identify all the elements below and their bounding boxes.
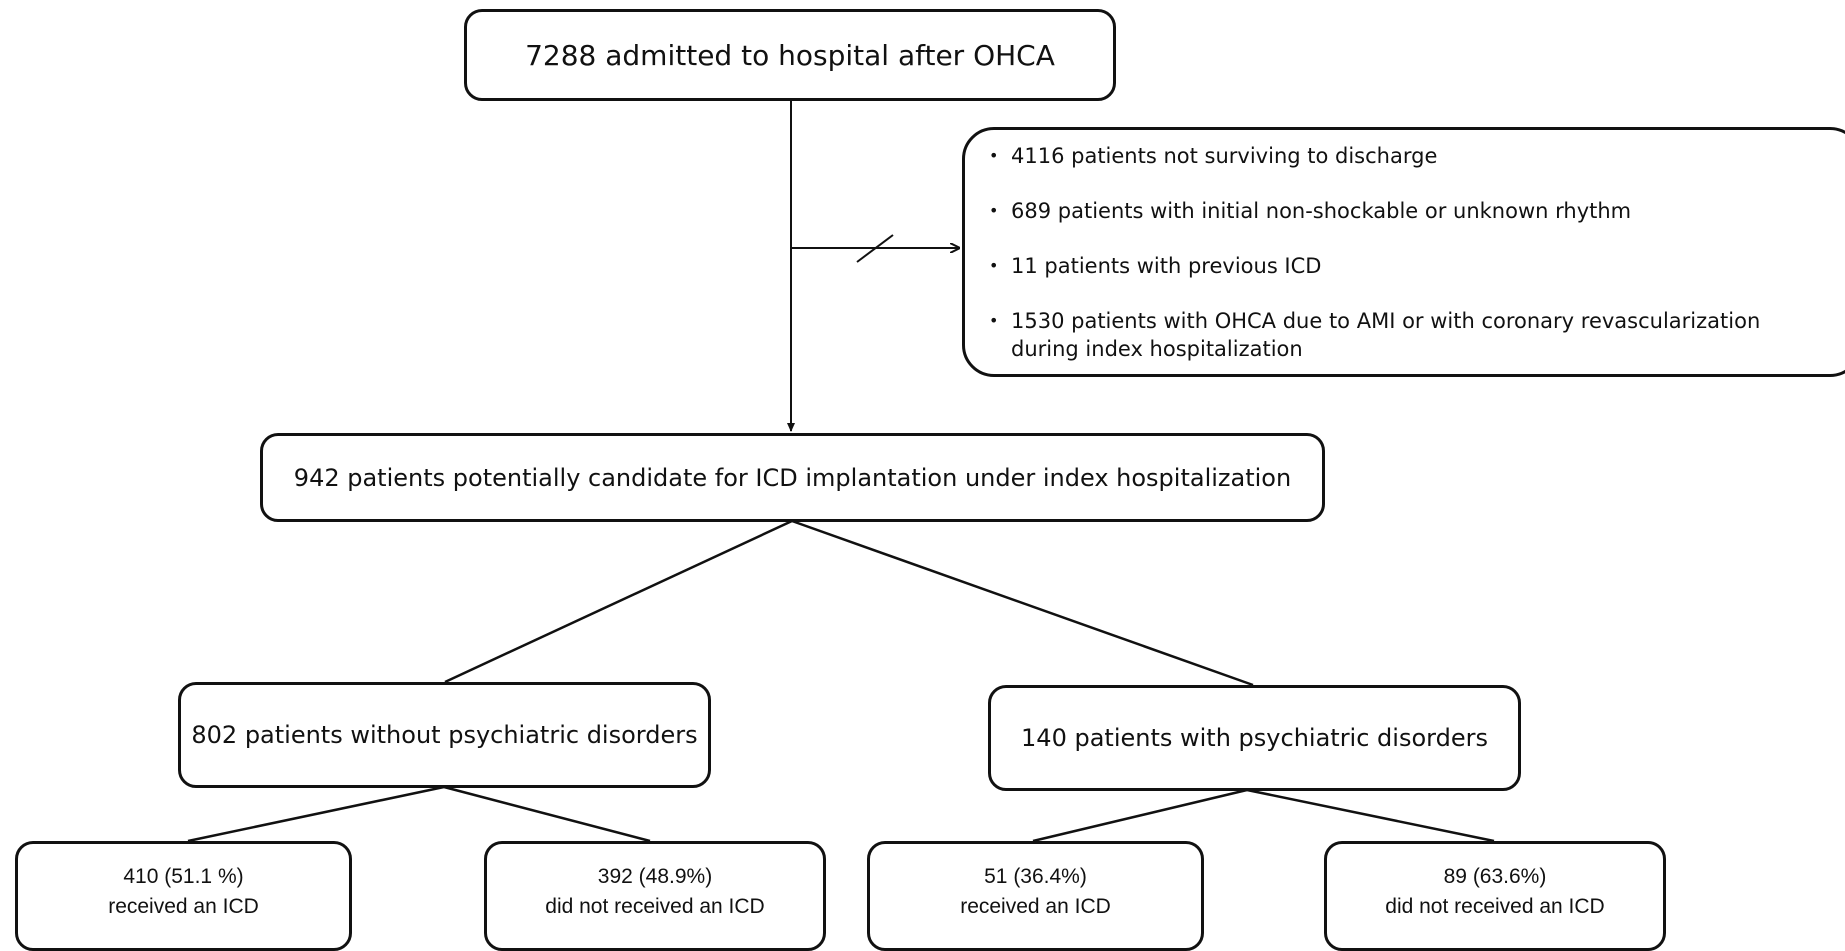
outcome: 392 (48.9%) did not received an ICD (484, 841, 826, 951)
node-label: 7288 admitted to hospital after OHCA (525, 38, 1055, 72)
outcome-label: received an ICD (108, 895, 259, 918)
branch-line (187, 785, 445, 843)
outcome-count: 392 (48.9%) (597, 865, 713, 888)
exclusion-item: 689 patients with initial non-shockable … (989, 197, 1839, 225)
branch-line (791, 519, 1254, 687)
outcome-count: 51 (36.4%) (984, 865, 1087, 888)
exclusion-item: 4116 patients not surviving to discharge (989, 142, 1839, 170)
branch-line (1032, 788, 1248, 843)
exclusion-box: 4116 patients not surviving to discharge… (962, 127, 1845, 377)
outcome-label: did not received an ICD (1385, 895, 1605, 918)
slash (856, 234, 894, 263)
node-label: 802 patients without psychiatric disorde… (191, 721, 698, 749)
outcome: 51 (36.4%) received an ICD (867, 841, 1204, 951)
exclusion-item: 11 patients with previous ICD (989, 252, 1839, 280)
node: 942 patients potentially candidate for I… (260, 433, 1325, 522)
exclusion-item: 1530 patients with OHCA due to AMI or wi… (989, 307, 1839, 363)
node-label: 140 patients with psychiatric disorders (1021, 724, 1488, 752)
node: 7288 admitted to hospital after OHCA (464, 9, 1116, 101)
outcome-label: received an ICD (960, 895, 1111, 918)
node: 802 patients without psychiatric disorde… (178, 682, 711, 788)
node-label: 942 patients potentially candidate for I… (293, 463, 1292, 492)
node: 140 patients with psychiatric disorders (988, 685, 1521, 791)
outcome-label: did not received an ICD (545, 895, 765, 918)
branch-line (443, 785, 651, 843)
outcome-count: 410 (51.1 %) (123, 865, 244, 888)
outcome-count: 89 (63.6%) (1443, 865, 1547, 888)
exclusion-list: 4116 patients not surviving to discharge… (989, 142, 1839, 363)
branch-line (444, 519, 793, 684)
outcome: 89 (63.6%) did not received an ICD (1324, 841, 1666, 951)
branch-line (1246, 788, 1495, 843)
outcome: 410 (51.1 %) received an ICD (15, 841, 352, 951)
